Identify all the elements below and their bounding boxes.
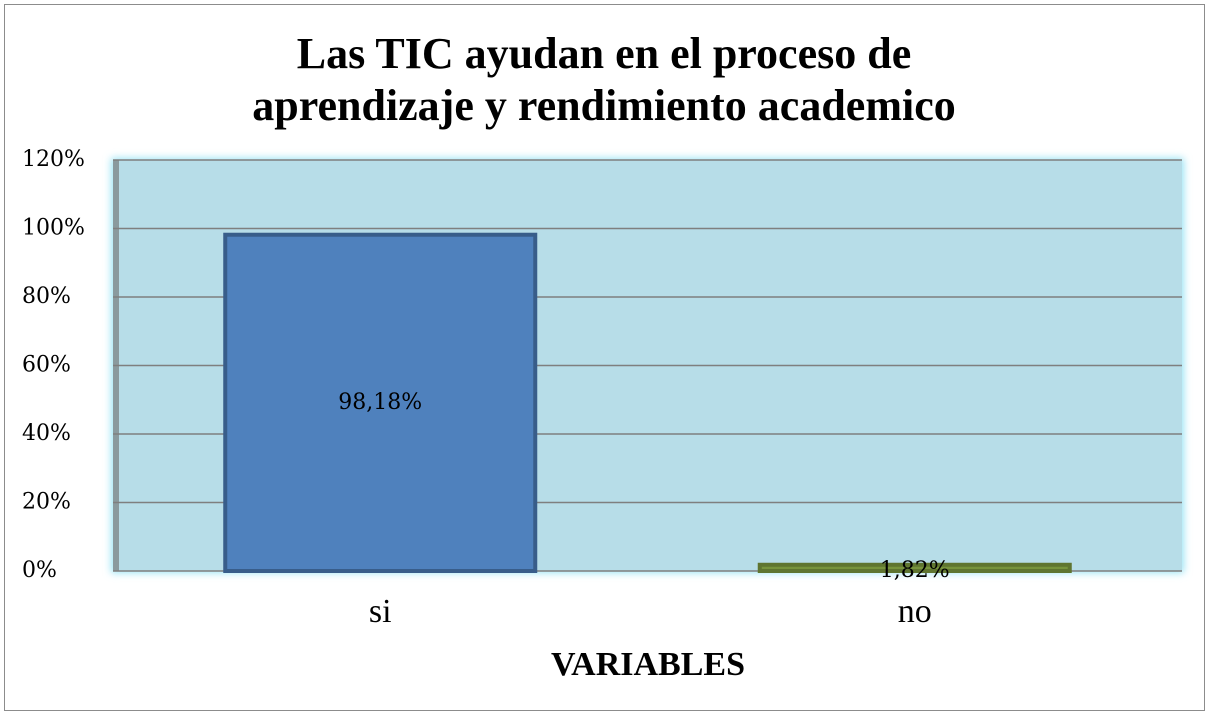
y-tick-label: 100% (22, 216, 85, 241)
x-tick-label: no (898, 593, 932, 630)
x-axis-label: VARIABLES (551, 646, 745, 683)
data-label: 98,18% (338, 390, 422, 415)
y-tick-label: 20% (22, 490, 71, 515)
x-tick-label: si (369, 593, 392, 630)
y-tick-label: 60% (22, 353, 71, 378)
y-tick-label: 120% (22, 147, 85, 172)
chart-title: Las TIC ayudan en el proceso de aprendiz… (252, 29, 956, 130)
y-tick-label: 40% (22, 421, 71, 446)
data-label: 1,82% (880, 558, 950, 583)
bar (223, 232, 538, 574)
bar (757, 562, 1072, 573)
y-tick-label: 80% (22, 284, 71, 309)
y-tick-label: 0% (22, 558, 57, 583)
